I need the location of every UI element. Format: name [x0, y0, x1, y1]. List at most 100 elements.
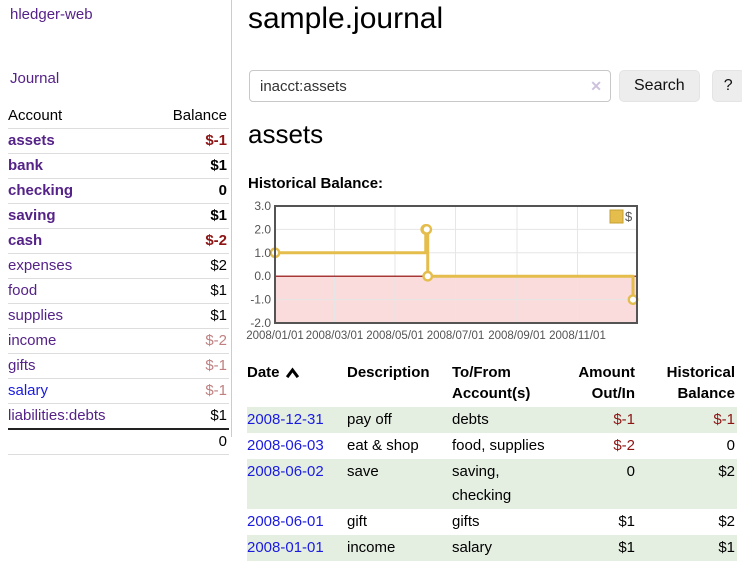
- page-title: sample.journal: [248, 2, 444, 35]
- accounts-total-spacer: [8, 428, 149, 455]
- register-amount-cell: $1: [618, 539, 635, 556]
- register-date-cell: 2008-06-01: [247, 509, 347, 535]
- app-title-link[interactable]: hledger-web: [10, 6, 93, 23]
- register-date-link[interactable]: 2008-06-02: [247, 463, 324, 480]
- account-name-cell: food: [8, 278, 149, 304]
- account-section-title: assets: [248, 119, 324, 149]
- account-balance: $1: [148, 278, 229, 304]
- accounts-table: Account Balance assets $-1 bank $1 checking 0…: [8, 104, 229, 455]
- account-balance: 0: [148, 178, 229, 204]
- register-date-link[interactable]: 2008-06-03: [247, 437, 324, 454]
- account-link[interactable]: food: [8, 282, 38, 299]
- register-date-link[interactable]: 2008-12-31: [247, 411, 324, 428]
- register-row: 2008-06-03 eat & shop food, supplies $-2 0: [247, 433, 737, 459]
- data-point-marker: [627, 294, 639, 306]
- data-point-marker: [422, 270, 434, 282]
- account-link[interactable]: saving: [8, 207, 56, 224]
- account-name-cell: bank: [8, 153, 149, 179]
- account-name-cell: gifts: [8, 353, 149, 379]
- register-accounts-cell: salary: [452, 539, 493, 556]
- account-name-cell: salary: [8, 378, 149, 404]
- register-description-cell: pay off: [347, 411, 392, 428]
- account-link[interactable]: liabilities:debts: [8, 407, 106, 424]
- account-balance: $2: [148, 253, 229, 279]
- x-tick-label: 2008/09/01: [488, 330, 546, 342]
- register-description-cell: gift: [347, 513, 368, 530]
- sort-ascending-icon: [285, 363, 300, 384]
- account-link[interactable]: income: [8, 332, 57, 349]
- account-link[interactable]: gifts: [8, 357, 36, 374]
- x-tick-label: 2008/05/01: [366, 330, 424, 342]
- register-amount-cell: $-2: [613, 437, 635, 454]
- register-date-link[interactable]: 2008-06-01: [247, 513, 324, 530]
- y-tick-label: -2.0: [250, 316, 271, 330]
- account-link[interactable]: expenses: [8, 257, 73, 274]
- register-date-link[interactable]: 2008-01-01: [247, 539, 324, 556]
- account-name-cell: supplies: [8, 303, 149, 329]
- help-button[interactable]: ?: [711, 70, 742, 102]
- account-row: food $1: [8, 278, 229, 304]
- sidebar: hledger-web Journal Account Balance asse…: [0, 0, 232, 455]
- account-name-cell: expenses: [8, 253, 149, 279]
- register-balance-cell: $2: [718, 513, 735, 530]
- accounts-total-row: 0: [8, 428, 229, 455]
- register-description-cell: eat & shop: [347, 437, 419, 454]
- account-name-cell: checking: [8, 178, 149, 204]
- account-row: bank $1: [8, 153, 229, 179]
- register-amount-cell: $-1: [613, 411, 635, 428]
- main-content: sample.journal ✕ Search ? assets Histori…: [245, 0, 742, 582]
- account-balance: $-1: [148, 378, 229, 404]
- register-row: 2008-01-01 income salary $1 $1: [247, 535, 737, 561]
- account-balance: $-2: [148, 228, 229, 254]
- account-row: gifts $-1: [8, 353, 229, 379]
- register-row: 2008-06-01 gift gifts $1 $2: [247, 509, 737, 535]
- plot-border: [274, 205, 638, 324]
- account-balance: $1: [148, 203, 229, 229]
- account-name-cell: assets: [8, 128, 149, 154]
- y-tick-label: 2.0: [254, 222, 271, 236]
- account-link[interactable]: salary: [8, 382, 49, 399]
- register-description-cell: save: [347, 463, 379, 480]
- register-accounts-cell: gifts: [452, 513, 480, 530]
- account-link[interactable]: bank: [8, 157, 44, 174]
- account-link[interactable]: supplies: [8, 307, 64, 324]
- historical-balance-chart: $3.0 2.0 1.0 0.0 -1.0 -2.0 2008/01/01 2008/03/0…: [245, 199, 645, 345]
- register-accounts-cell: saving, checking: [452, 463, 512, 504]
- register-date-cell: 2008-06-03: [247, 433, 347, 459]
- y-tick-label: 1.0: [254, 246, 271, 260]
- clear-search-icon[interactable]: ✕: [590, 78, 602, 94]
- search-input[interactable]: [249, 70, 611, 102]
- accounts-header-balance: Balance: [148, 104, 229, 129]
- register-date-cell: 2008-06-02: [247, 459, 347, 509]
- sidebar-item-journal[interactable]: Journal: [10, 70, 60, 87]
- account-link[interactable]: cash: [8, 232, 43, 249]
- account-balance: $1: [148, 303, 229, 329]
- account-name-cell: income: [8, 328, 149, 354]
- account-link[interactable]: assets: [8, 132, 55, 149]
- register-balance-cell: $2: [718, 463, 735, 480]
- account-row: expenses $2: [8, 253, 229, 279]
- y-tick-label: 0.0: [254, 269, 271, 283]
- register-date-cell: 2008-01-01: [247, 535, 347, 561]
- register-header-balance: Historical Balance: [666, 364, 735, 402]
- account-row: salary $-1: [8, 378, 229, 404]
- search-button[interactable]: Search: [619, 70, 700, 102]
- x-tick-label: 2008/11/01: [549, 330, 606, 342]
- account-balance: $1: [148, 403, 229, 430]
- search-input-wrap: ✕: [249, 70, 611, 102]
- accounts-header-account: Account: [8, 104, 149, 129]
- register-description-cell: income: [347, 539, 396, 556]
- account-row: cash $-2: [8, 228, 229, 254]
- account-name-cell: cash: [8, 228, 149, 254]
- account-row: income $-2: [8, 328, 229, 354]
- register-header-date[interactable]: Date: [247, 359, 347, 407]
- register-header-accounts: To/From Account(s): [452, 364, 531, 402]
- legend-swatch: [609, 209, 624, 224]
- account-link[interactable]: checking: [8, 182, 74, 199]
- account-name-cell: liabilities:debts: [8, 403, 149, 430]
- account-name-cell: saving: [8, 203, 149, 229]
- account-balance: $1: [148, 153, 229, 179]
- register-header-amount: Amount Out/In: [578, 364, 635, 402]
- account-row: liabilities:debts $1: [8, 403, 229, 430]
